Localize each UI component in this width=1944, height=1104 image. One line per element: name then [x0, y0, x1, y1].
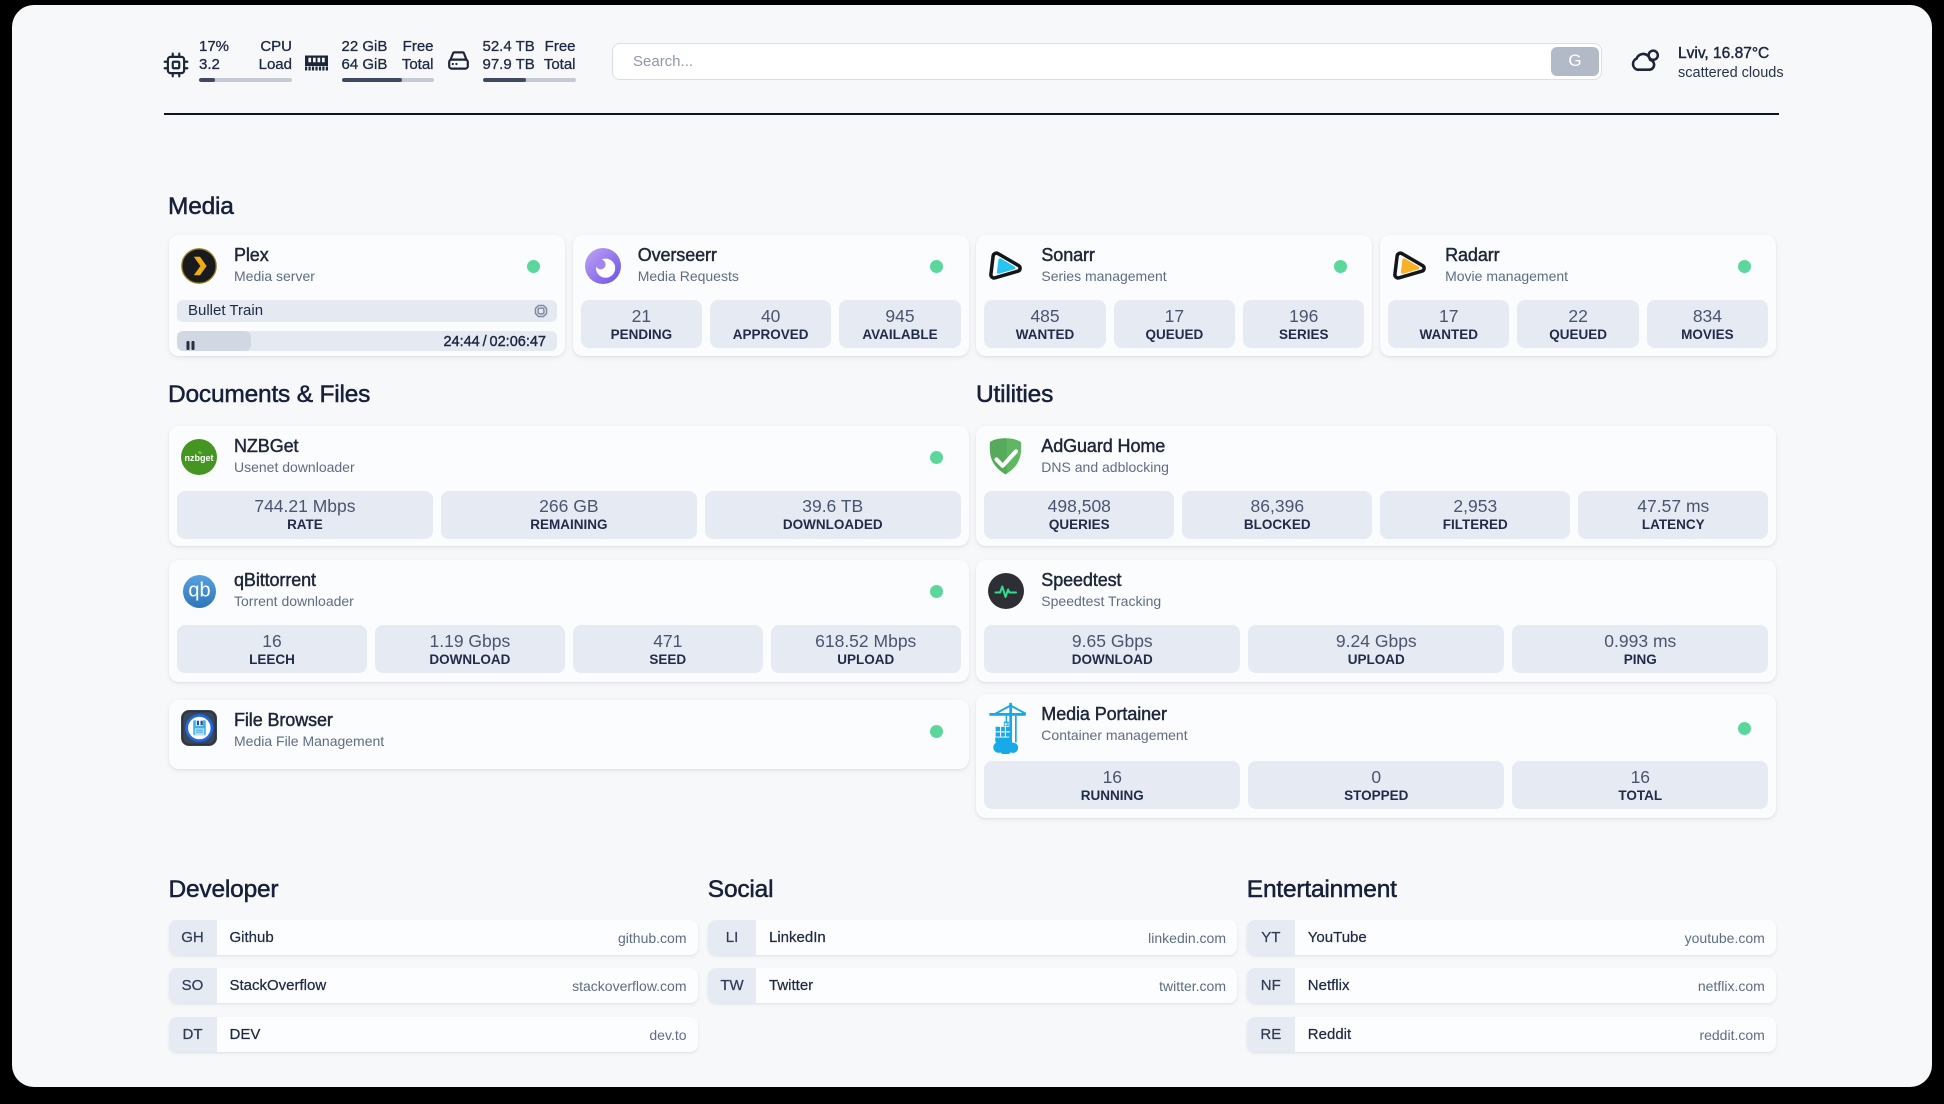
svg-text:nzbget: nzbget [185, 452, 214, 462]
svg-text:qb: qb [188, 580, 210, 602]
